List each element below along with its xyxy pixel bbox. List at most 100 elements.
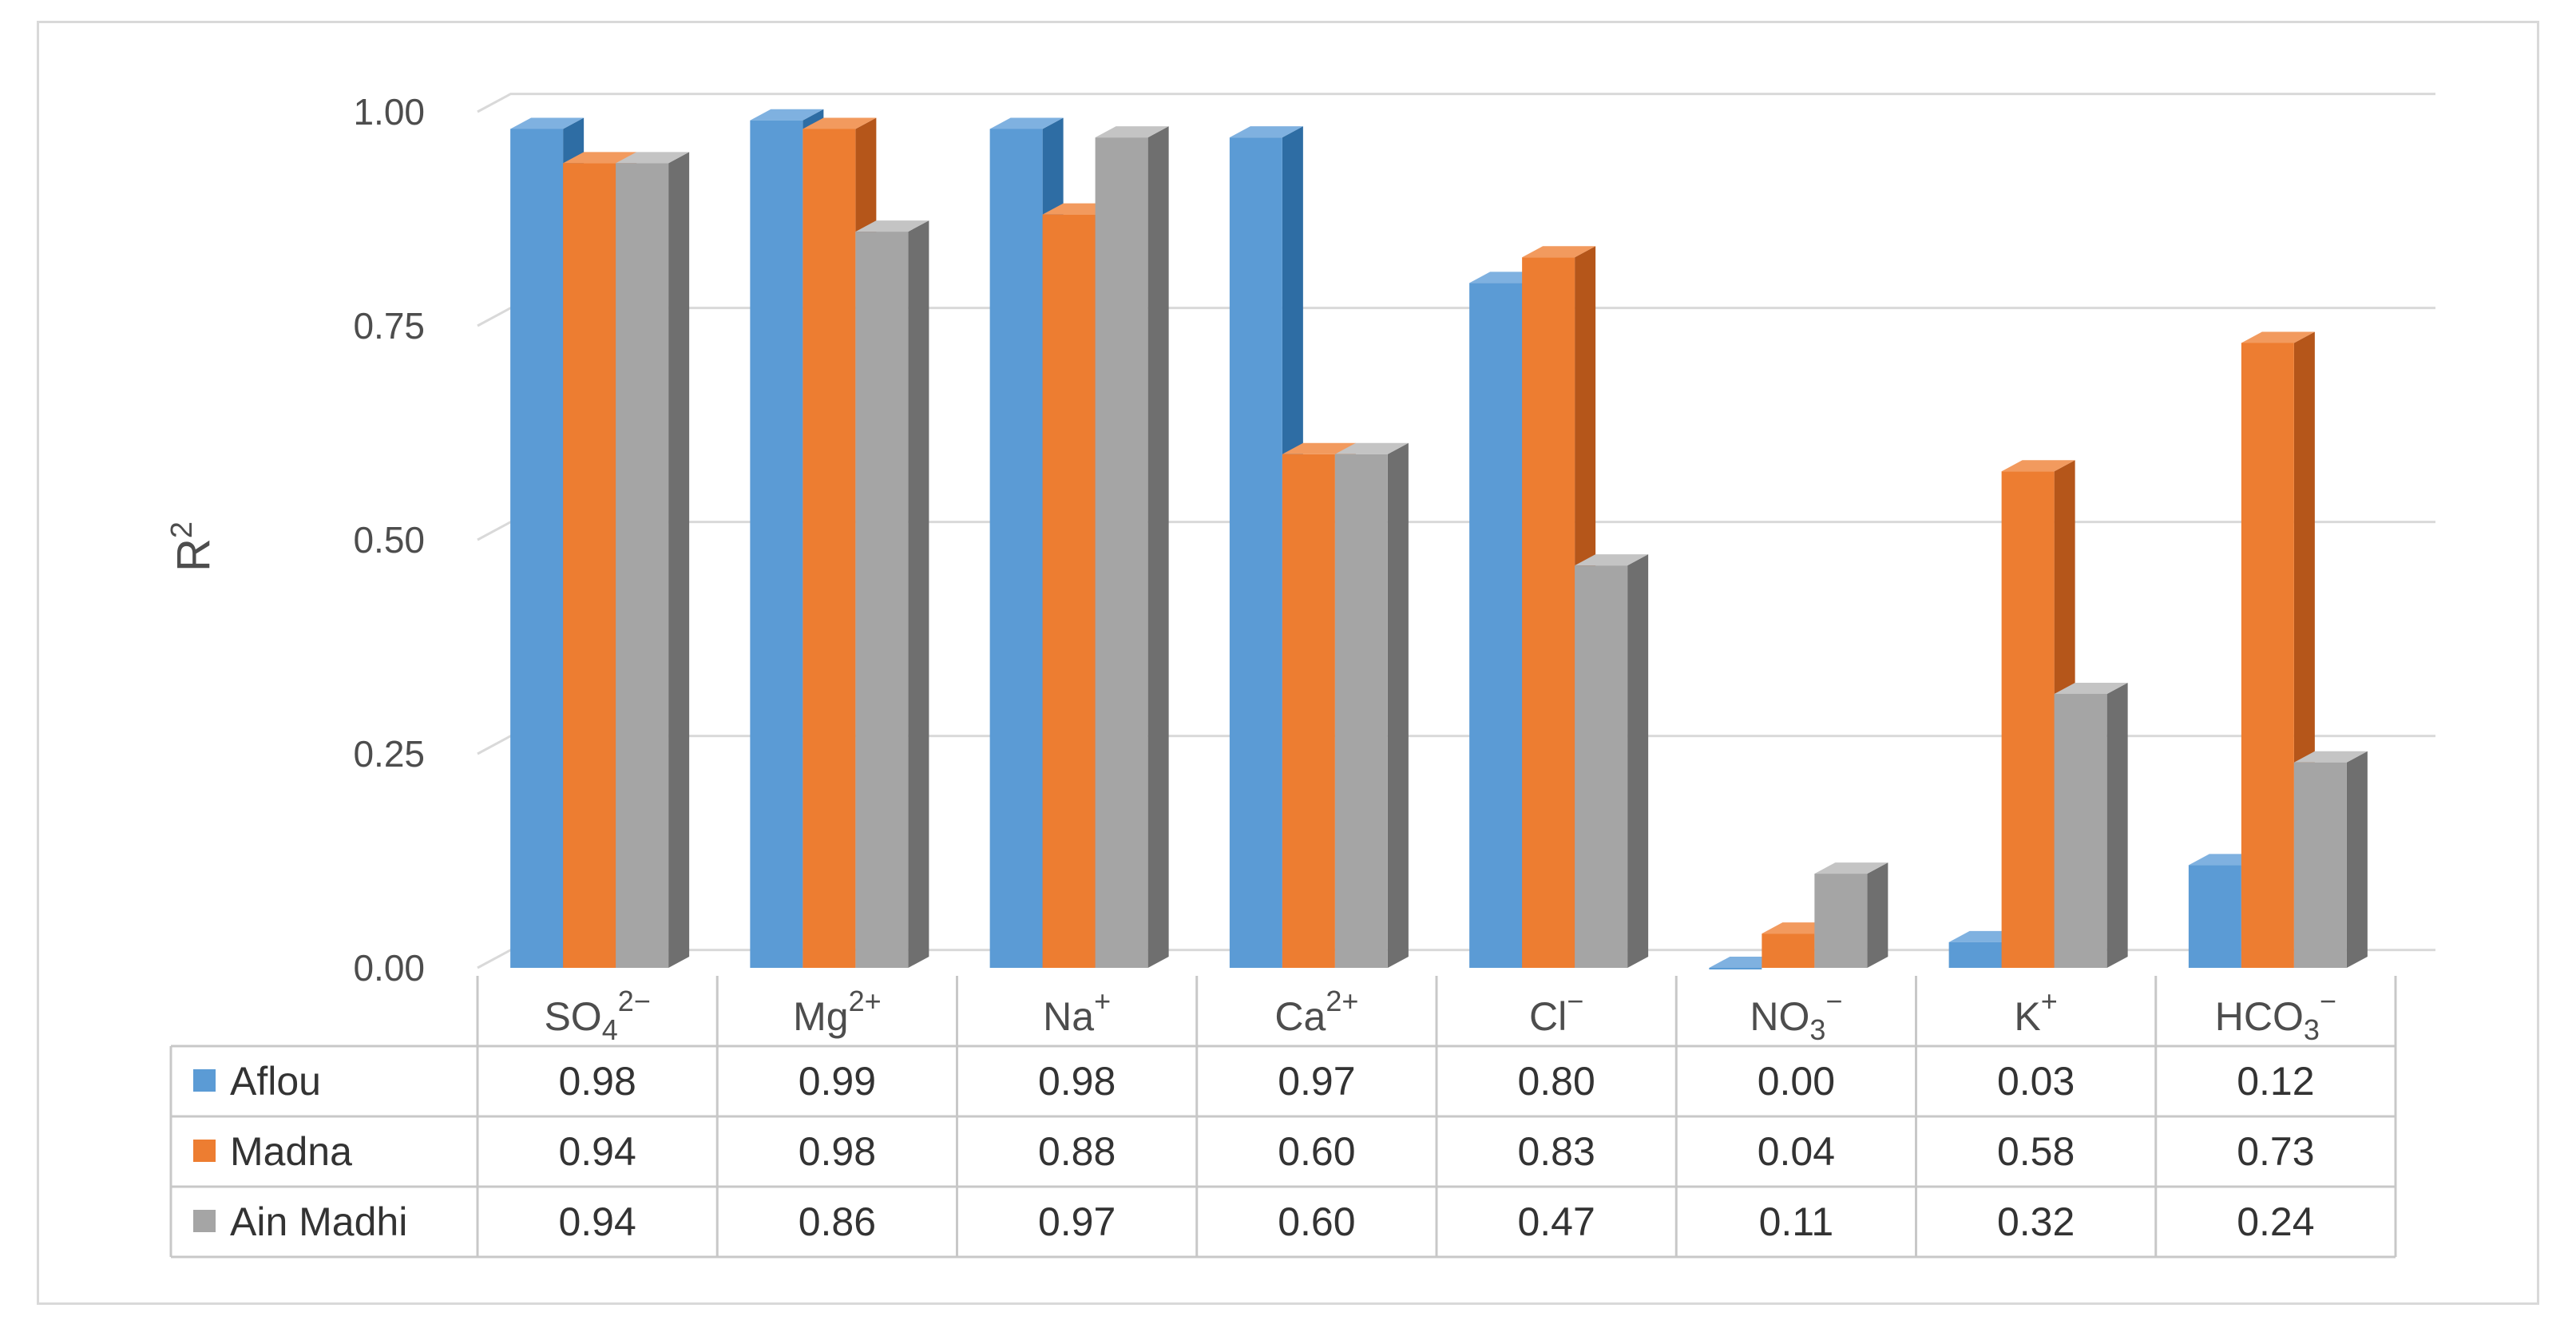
data-label: 0.97 [1038, 1199, 1116, 1244]
bar-top [510, 117, 585, 129]
bar-side [1387, 442, 1409, 968]
bar-top [750, 109, 824, 121]
bar-top [1229, 126, 1303, 138]
bar-top [1095, 126, 1169, 138]
bar [2293, 751, 2368, 968]
data-label: 0.80 [1517, 1059, 1595, 1104]
data-label: 0.47 [1517, 1199, 1595, 1244]
legend-swatch [193, 1210, 216, 1232]
bar-top [1522, 246, 1596, 258]
bar-front [2241, 343, 2294, 968]
bar [1282, 442, 1356, 968]
data-label: 0.88 [1038, 1129, 1116, 1174]
gridline [477, 93, 2435, 113]
category-label: HCO3− [2215, 985, 2336, 1046]
bar-top [989, 117, 1064, 129]
data-table: SO42− Mg2+ Na+ Ca2+ Cl− NO3− K+ HCO3− Aflou 0.98 0… [169, 976, 2397, 1259]
legend-swatch [193, 1069, 216, 1092]
bar [2054, 682, 2128, 968]
bar-side [1867, 862, 1888, 968]
bar-front [2293, 762, 2347, 968]
bar-front [855, 232, 909, 969]
bar-front [1709, 968, 1762, 969]
bar-front [803, 129, 856, 969]
data-label: 0.58 [1997, 1129, 2075, 1174]
bar-top [2001, 460, 2075, 472]
bar [1575, 554, 1649, 968]
bar-front [1229, 137, 1282, 968]
bar-front [750, 120, 803, 969]
bar [1095, 126, 1169, 968]
bar-front [1814, 874, 1868, 968]
bar-front [510, 129, 564, 969]
bar [1814, 862, 1888, 968]
data-label: 0.86 [799, 1199, 876, 1244]
bar-side [908, 220, 929, 969]
data-label: 0.11 [1759, 1199, 1834, 1244]
y-axis-label: R2 [165, 521, 220, 572]
category-label: Na+ [1043, 985, 1111, 1039]
bar-top [855, 220, 929, 232]
category-label: SO42− [544, 985, 650, 1046]
y-tick-label: 0.00 [353, 947, 425, 989]
data-label: 0.73 [2237, 1129, 2314, 1174]
y-tick-label: 0.25 [353, 733, 425, 775]
bar-front [1522, 257, 1575, 968]
category-label: Mg2+ [793, 985, 882, 1039]
data-label: 0.60 [1278, 1129, 1355, 1174]
data-label: 0.32 [1997, 1199, 2075, 1244]
bar [616, 152, 690, 968]
bar [855, 220, 929, 969]
y-axis-title: R2 [165, 521, 220, 572]
bar-top [563, 152, 637, 164]
data-label: 0.60 [1278, 1199, 1355, 1244]
data-label: 0.12 [2237, 1059, 2314, 1104]
bar-top [1334, 442, 1409, 454]
bar-front [1095, 137, 1148, 968]
bar-front [1282, 454, 1335, 968]
bars [510, 109, 2368, 969]
category-label: Cl− [1529, 985, 1583, 1039]
data-label: 0.03 [1997, 1059, 2075, 1104]
bar-side [2106, 682, 2128, 968]
y-tick-label: 0.75 [353, 305, 425, 347]
bar-top [616, 152, 690, 164]
category-label: K+ [2014, 985, 2057, 1039]
data-label: 0.99 [799, 1059, 876, 1104]
legend-label: Ain Madhi [230, 1199, 407, 1244]
legend-label: Madna [230, 1129, 352, 1174]
data-label: 0.04 [1758, 1129, 1835, 1174]
data-label: 0.97 [1278, 1059, 1355, 1104]
y-tick-label: 1.00 [353, 91, 425, 133]
bar-top [2241, 331, 2315, 343]
bar-front [1762, 934, 1815, 968]
bar-front [1948, 941, 2002, 968]
bar-front [1334, 454, 1388, 968]
y-axis: 0.00 0.25 0.50 0.75 1.00 [353, 91, 425, 989]
bar-top [1814, 862, 1888, 874]
bar-side [668, 152, 690, 968]
bar-top [2293, 751, 2368, 763]
bar-side [2346, 751, 2368, 968]
bar [1334, 442, 1409, 968]
bar-front [1469, 283, 1523, 968]
bar-front [2054, 693, 2107, 968]
data-label: 0.24 [2237, 1199, 2314, 1244]
bar-front [563, 163, 616, 968]
bar-side [1147, 126, 1169, 968]
data-label: 0.98 [558, 1059, 636, 1104]
data-label: 0.83 [1517, 1129, 1595, 1174]
data-label: 0.98 [1038, 1059, 1116, 1104]
bar-top [803, 117, 877, 129]
category-label: Ca2+ [1274, 985, 1358, 1039]
data-label: 0.94 [558, 1129, 636, 1174]
bar-front [1042, 214, 1096, 968]
bar-front [989, 129, 1043, 969]
legend-swatch [193, 1140, 216, 1162]
bar-front [616, 163, 669, 968]
data-label: 0.00 [1758, 1059, 1835, 1104]
category-label: NO3− [1750, 985, 1842, 1046]
bar-top [2054, 682, 2128, 694]
bar-front [2188, 865, 2241, 968]
